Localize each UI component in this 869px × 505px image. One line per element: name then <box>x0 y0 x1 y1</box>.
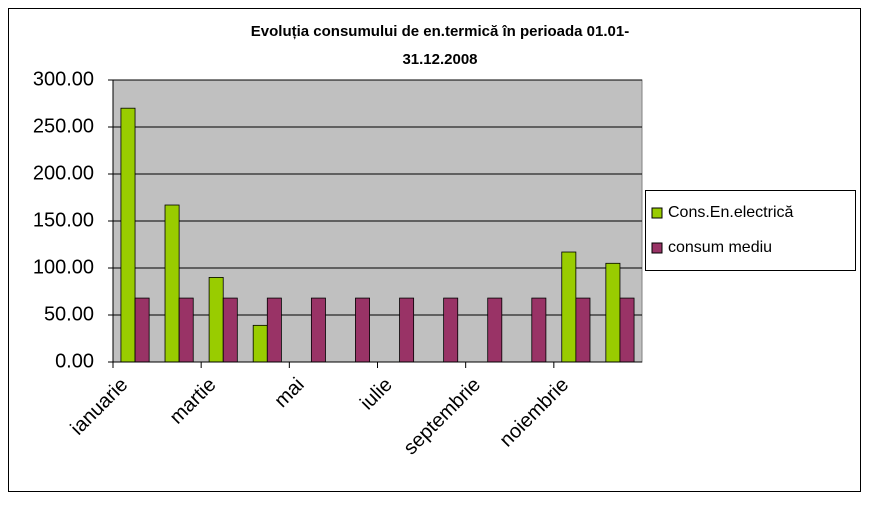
bar <box>120 107 136 363</box>
bar <box>266 297 282 363</box>
legend-swatch <box>651 242 663 254</box>
bar <box>399 297 415 363</box>
y-tick-label: 0.00 <box>55 350 94 372</box>
legend-label: consum mediu <box>668 239 772 256</box>
bar <box>619 297 635 363</box>
bar <box>222 297 238 363</box>
bar <box>605 262 621 363</box>
legend-label: Cons.En.electrică <box>668 204 793 221</box>
bar <box>134 297 150 363</box>
bar <box>208 276 224 363</box>
y-tick-label: 200.00 <box>33 162 94 184</box>
bar <box>355 297 370 363</box>
bar <box>310 297 326 363</box>
bar <box>164 204 180 363</box>
y-tick-label: 300.00 <box>33 68 94 90</box>
y-tick-label: 50.00 <box>44 303 94 325</box>
legend-swatch <box>651 207 663 219</box>
y-tick-label: 250.00 <box>33 115 94 137</box>
y-tick-label: 150.00 <box>33 209 94 231</box>
bar <box>178 297 194 363</box>
bar <box>575 297 591 363</box>
chart-title: Evoluția consumului de en.termică în per… <box>251 23 629 68</box>
y-tick-label: 100.00 <box>33 256 94 278</box>
bar <box>443 297 459 363</box>
legend-box <box>645 190 856 271</box>
bar <box>487 297 503 363</box>
bar <box>531 297 547 363</box>
bar <box>252 324 268 363</box>
bar <box>561 251 577 363</box>
